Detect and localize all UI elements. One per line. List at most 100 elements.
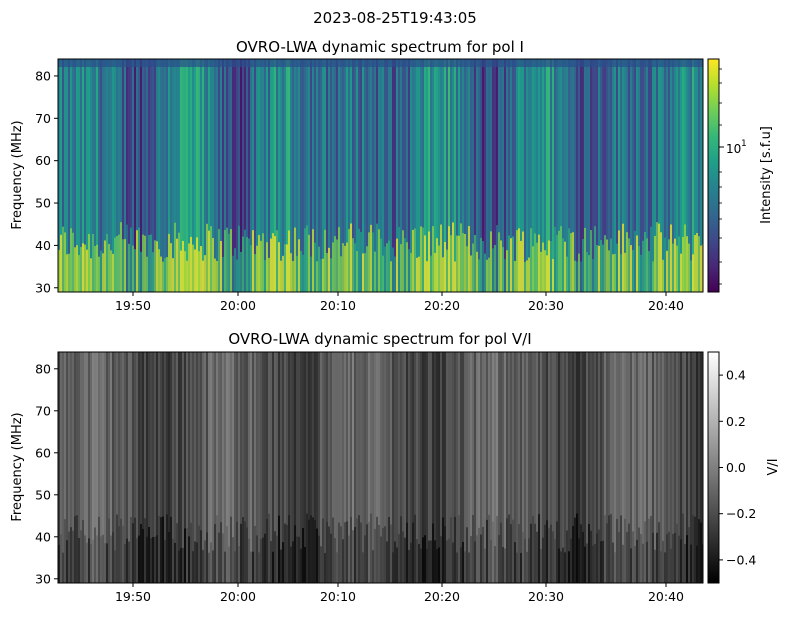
- heatmap-stripe-low: [318, 246, 320, 292]
- heatmap-stripe: [596, 59, 598, 292]
- heatmap-stripe: [234, 59, 236, 292]
- heatmap-stripe-low: [610, 238, 612, 292]
- heatmap-stripe: [252, 59, 254, 292]
- heatmap-stripe-low: [234, 551, 236, 583]
- heatmap-stripe: [636, 59, 638, 292]
- heatmap-stripe-low: [508, 514, 510, 583]
- heatmap-stripe-low: [588, 523, 590, 583]
- heatmap-stripe: [324, 59, 326, 292]
- heatmap-stripe-low: [538, 514, 540, 583]
- heatmap-stripe: [440, 352, 442, 583]
- heatmap-stripe-low: [232, 537, 234, 583]
- heatmap-stripe: [230, 352, 232, 583]
- heatmap-stripe-low: [700, 522, 702, 583]
- heatmap-stripe: [76, 59, 78, 292]
- heatmap-stripe-low: [410, 542, 412, 583]
- heatmap-stripe: [276, 59, 278, 292]
- heatmap-stripe-low: [242, 236, 244, 292]
- heatmap-stripe-low: [262, 537, 264, 583]
- heatmap-stripe-low: [156, 535, 158, 583]
- heatmap-stripe: [404, 59, 406, 292]
- heatmap-stripe: [162, 352, 164, 583]
- heatmap-stripe: [228, 352, 230, 583]
- heatmap-stripe: [578, 59, 580, 292]
- heatmap-stripe: [350, 59, 352, 292]
- heatmap-stripe-low: [666, 534, 668, 583]
- heatmap-stripe-low: [124, 544, 126, 583]
- heatmap-stripe: [466, 352, 468, 583]
- heatmap-stripe: [226, 352, 228, 583]
- heatmap-stripe: [120, 59, 122, 292]
- heatmap-stripe: [552, 352, 554, 583]
- heatmap-stripe: [426, 59, 428, 292]
- heatmap-stripe: [556, 352, 558, 583]
- heatmap-stripe-low: [96, 535, 98, 583]
- heatmap-stripe: [510, 59, 512, 292]
- heatmap-stripe-low: [432, 226, 434, 292]
- heatmap-stripe: [286, 352, 288, 583]
- heatmap-stripe: [634, 59, 636, 292]
- heatmap-stripe-low: [460, 223, 462, 292]
- heatmap-stripe-low: [158, 249, 160, 292]
- heatmap-stripe-low: [588, 255, 590, 292]
- heatmap-stripe: [450, 352, 452, 583]
- heatmap-stripe-low: [306, 513, 308, 583]
- y-tick-label: 60: [35, 153, 51, 168]
- heatmap-stripe-low: [192, 551, 194, 583]
- heatmap-stripe-low: [536, 531, 538, 583]
- heatmap-stripe: [498, 59, 500, 292]
- heatmap-stripe-low: [84, 244, 86, 292]
- heatmap-stripe-low: [74, 516, 76, 583]
- y-axis-pol-vi: 30 40 50 60 70 80: [35, 361, 58, 586]
- heatmap-stripe: [548, 352, 550, 583]
- heatmap-stripe-low: [380, 536, 382, 583]
- heatmap-stripe: [268, 59, 270, 292]
- heatmap-stripe: [378, 352, 380, 583]
- heatmap-stripe-low: [92, 234, 94, 292]
- heatmap-stripe-low: [484, 253, 486, 292]
- heatmap-stripe: [496, 352, 498, 583]
- heatmap-stripe-low: [308, 234, 310, 292]
- heatmap-stripe-low: [272, 233, 274, 292]
- heatmap-stripe: [312, 352, 314, 583]
- heatmap-stripe: [212, 352, 214, 583]
- heatmap-stripe: [166, 352, 168, 583]
- y-tick-label: 70: [35, 403, 51, 418]
- heatmap-stripe-low: [550, 524, 552, 583]
- heatmap-stripe-low: [686, 535, 688, 583]
- heatmap-stripe: [256, 352, 258, 583]
- heatmap-stripe: [476, 59, 478, 292]
- heatmap-stripe-low: [670, 224, 672, 292]
- heatmap-stripe: [542, 59, 544, 292]
- heatmap-stripe: [188, 59, 190, 292]
- heatmap-stripe-low: [410, 252, 412, 292]
- heatmap-stripe: [630, 59, 632, 292]
- heatmap-stripe-low: [690, 260, 692, 292]
- heatmap-stripe: [670, 352, 672, 583]
- heatmap-stripe-low: [542, 242, 544, 292]
- heatmap-stripe: [90, 352, 92, 583]
- heatmap-stripe: [132, 352, 134, 583]
- heatmap-stripe-low: [458, 235, 460, 292]
- heatmap-stripe: [400, 352, 402, 583]
- heatmap-stripe-low: [398, 534, 400, 583]
- heatmap-stripe-low: [60, 234, 62, 292]
- heatmap-stripe-low: [680, 253, 682, 292]
- heatmap-stripe: [254, 59, 256, 292]
- heatmap-stripe: [252, 352, 254, 583]
- heatmap-stripe-low: [624, 252, 626, 292]
- heatmap-stripe: [354, 59, 356, 292]
- heatmap-stripe: [266, 59, 268, 292]
- heatmap-stripe-low: [78, 255, 80, 292]
- heatmap-stripe: [362, 352, 364, 583]
- heatmap-stripe: [236, 59, 238, 292]
- heatmap-stripe-low: [142, 528, 144, 583]
- heatmap-stripe: [152, 59, 154, 292]
- heatmap-stripe-low: [388, 240, 390, 292]
- heatmap-stripe: [76, 352, 78, 583]
- heatmap-stripe-low: [114, 237, 116, 292]
- heatmap-stripe: [404, 352, 406, 583]
- heatmap-stripe-low: [66, 254, 68, 292]
- heatmap-stripe: [488, 352, 490, 583]
- heatmap-stripe: [260, 352, 262, 583]
